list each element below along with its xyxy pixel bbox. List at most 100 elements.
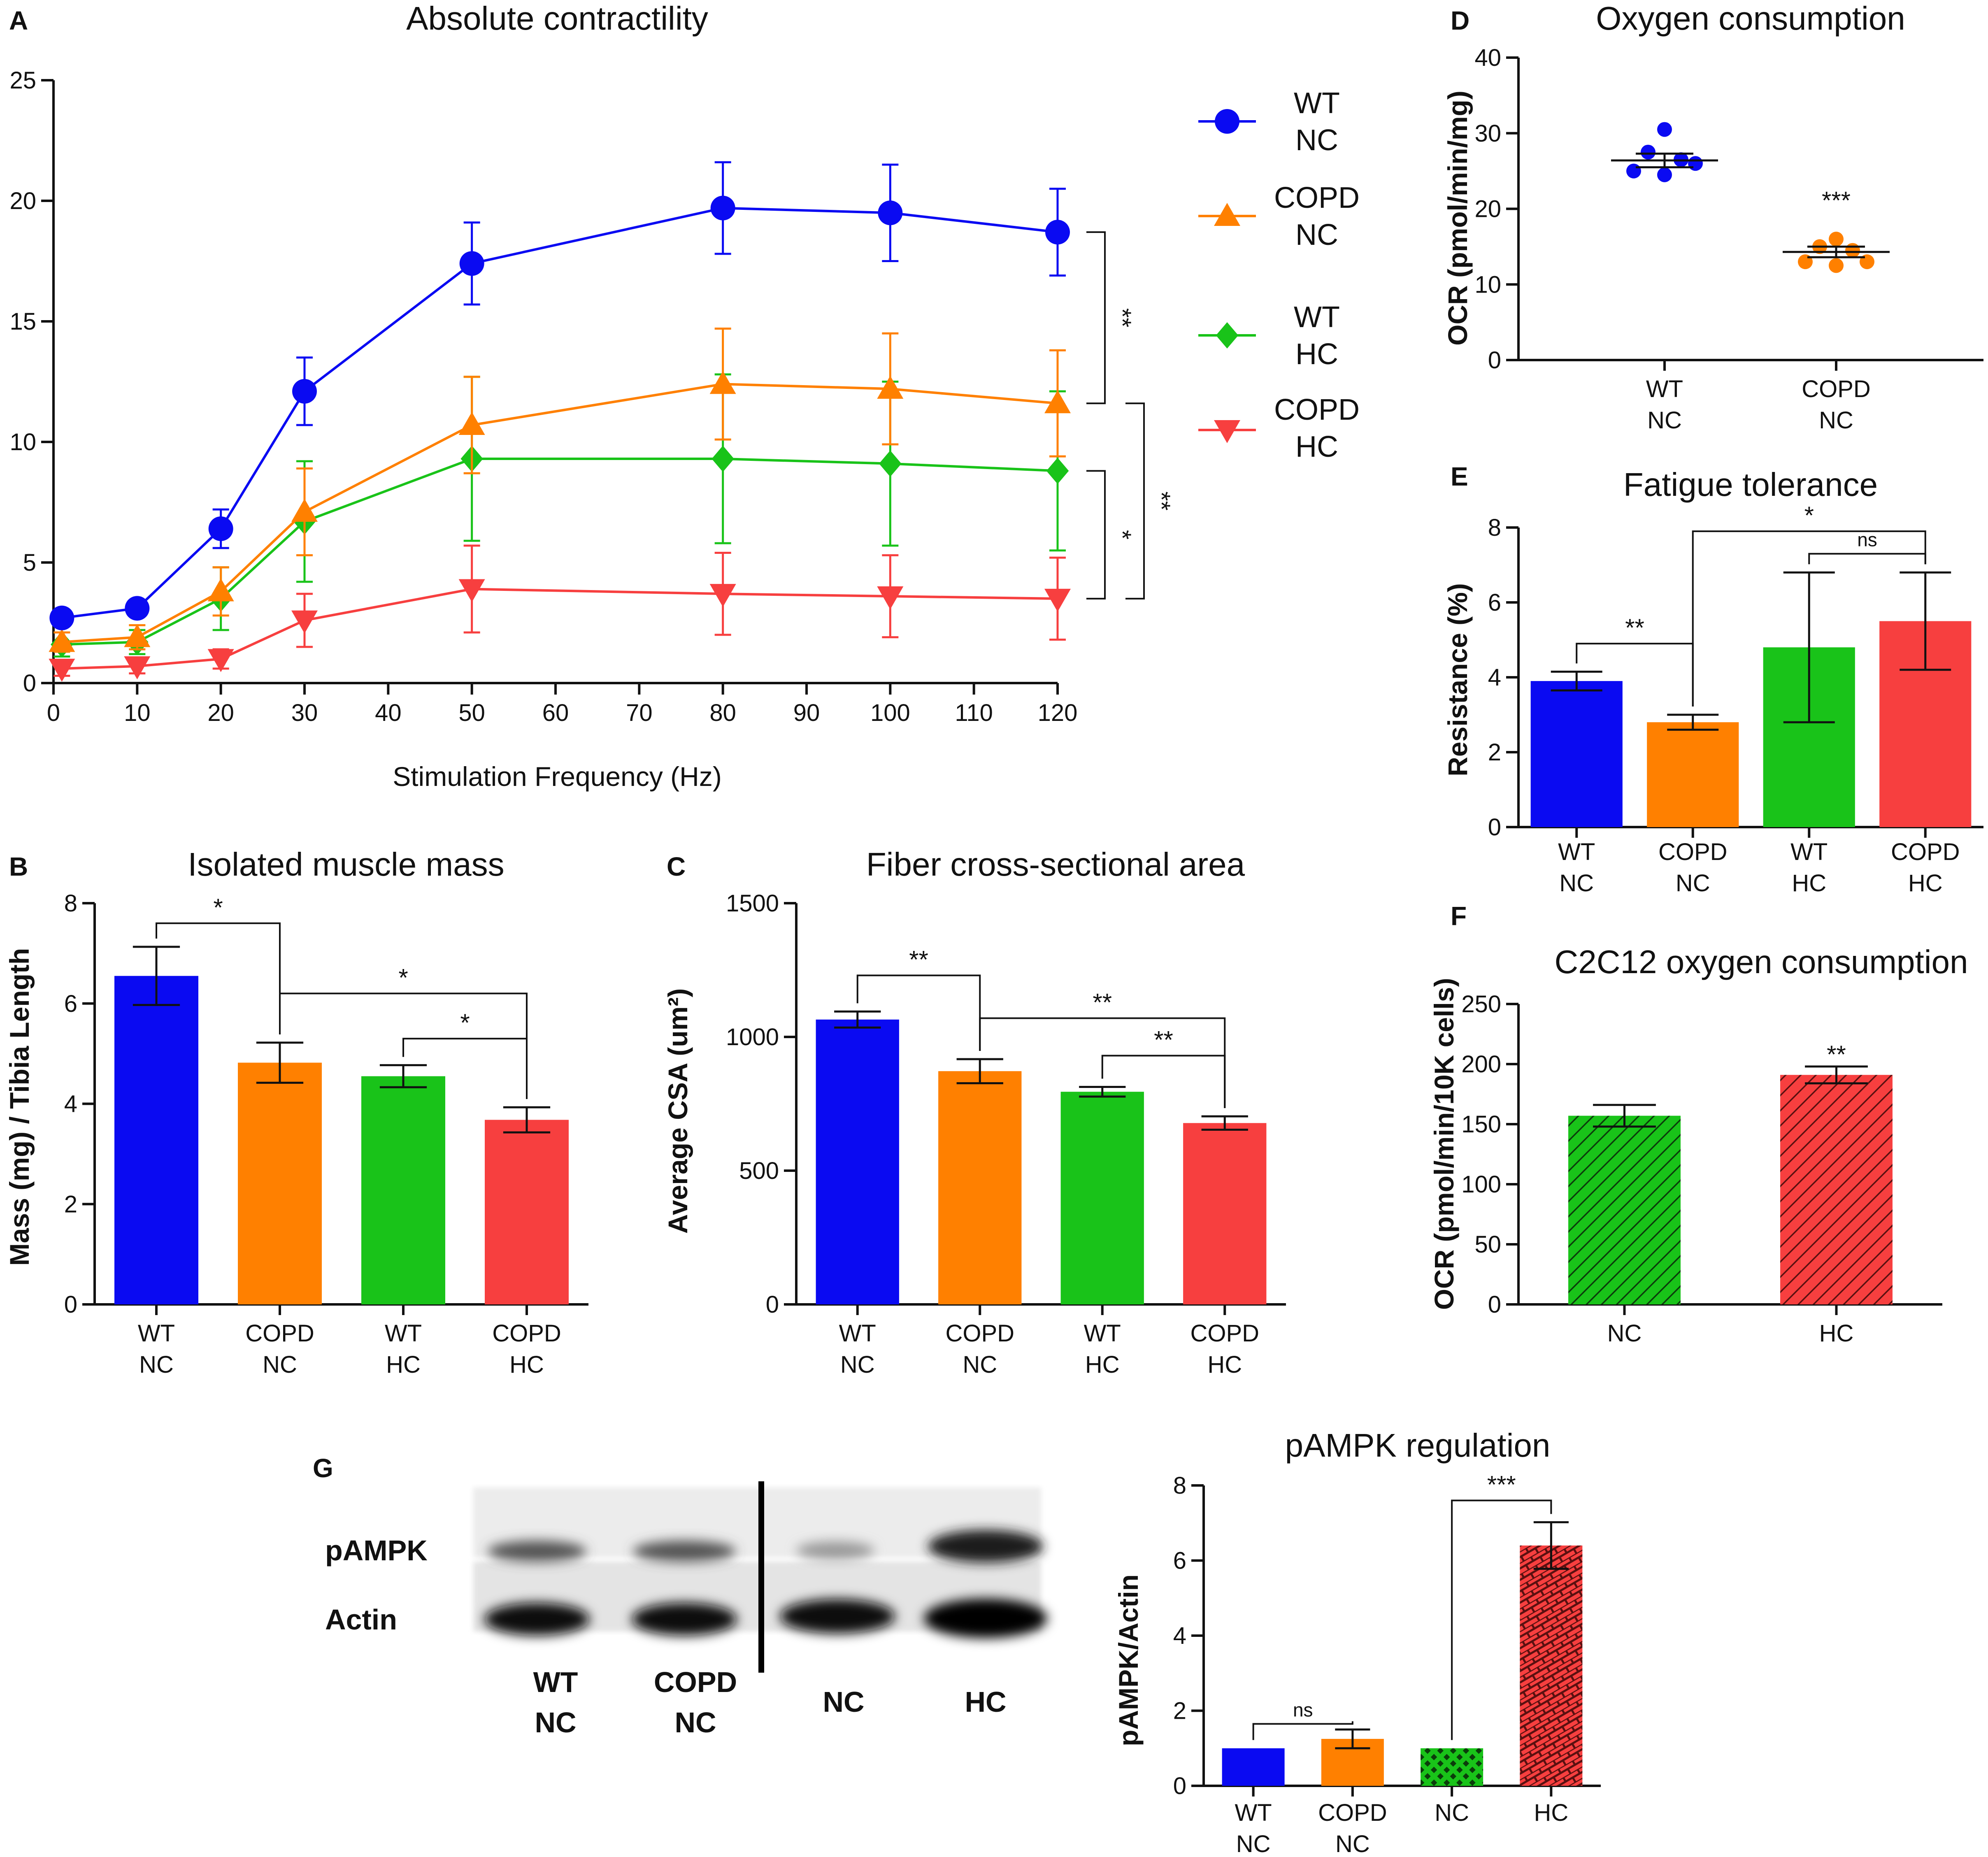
legend-item-copd-nc: COPD NC xyxy=(1198,181,1360,251)
blot-lane-nc: NC xyxy=(823,1686,864,1718)
panel-g-category-label: HC xyxy=(1534,1799,1568,1826)
panel-f-y-tick-label: 250 xyxy=(1461,991,1501,1018)
panel-a-line-copd_hc xyxy=(62,588,1058,670)
legend-copd-hc-line2: HC xyxy=(1295,430,1338,463)
panel-a-point-copd_hc xyxy=(458,579,485,602)
panel-a-point-copd_nc xyxy=(458,411,485,435)
panel-c-significance-label: ** xyxy=(1154,1026,1173,1054)
blot-row-label-actin: Actin xyxy=(325,1604,397,1636)
legend-copd-nc-line1: COPD xyxy=(1274,181,1360,214)
panel-b-y-tick-label: 0 xyxy=(64,1291,77,1318)
panel-g-bar xyxy=(1421,1748,1483,1786)
panel-b-category-label: WT xyxy=(138,1320,175,1347)
band-pampk-hc xyxy=(928,1530,1043,1563)
panel-a-point-wt_nc xyxy=(125,596,150,621)
panel-a-point-wt_nc xyxy=(710,195,735,221)
panel-a-x-tick-label: 0 xyxy=(47,700,60,726)
panel-a-point-wt_nc xyxy=(459,251,484,276)
panel-d-category-label: COPD xyxy=(1802,376,1871,402)
panel-g-category-label: NC xyxy=(1236,1831,1271,1857)
panel-f-bar xyxy=(1780,1075,1893,1304)
panel-g-category-label: NC xyxy=(1335,1831,1370,1857)
panel-c-category-label: HC xyxy=(1207,1351,1242,1378)
legend-copd-nc-line2: NC xyxy=(1295,218,1338,251)
legend-copd-hc-line1: COPD xyxy=(1274,393,1360,426)
panel-f-significance-label: ** xyxy=(1827,1041,1846,1068)
panel-c-plot-area: 0 500 1000 1500 WT NC COPD NC WT HC COPD HC ** ** ** xyxy=(726,890,1286,1378)
panel-g-significance-label: ns xyxy=(1293,1699,1313,1720)
panel-e-y-tick-label: 6 xyxy=(1488,589,1501,616)
panel-g-y-tick-label: 4 xyxy=(1173,1622,1186,1649)
panel-b-plot-area: 0 2 4 6 8 WT NC COPD NC WT HC COPD HC * * * xyxy=(64,890,588,1378)
panel-d-point xyxy=(1829,258,1844,273)
panel-g-category-label: NC xyxy=(1435,1799,1469,1826)
panel-e-title: Fatigue tolerance xyxy=(1623,466,1878,503)
panel-b-y-axis-label: Mass (mg) / Tibia Length xyxy=(4,948,35,1266)
panel-f-y-tick-label: 0 xyxy=(1488,1291,1501,1318)
panel-b-y-tick-label: 2 xyxy=(64,1191,77,1218)
panel-letter-f: F xyxy=(1451,901,1467,931)
panel-c-bar xyxy=(938,1071,1022,1304)
panel-e-y-tick-label: 4 xyxy=(1488,664,1501,691)
panel-d-y-tick-label: 0 xyxy=(1488,347,1501,374)
panel-e-y-tick-label: 2 xyxy=(1488,739,1501,766)
panel-a-point-copd_hc xyxy=(291,610,318,634)
legend-marker-wt_hc xyxy=(1216,322,1239,349)
panel-g-y-axis-label: pAMPK/Actin xyxy=(1113,1574,1144,1746)
panel-a-point-copd_hc xyxy=(124,656,151,679)
panel-a-x-axis-label: Stimulation Frequency (Hz) xyxy=(393,761,722,792)
panel-a-x-tick-label: 110 xyxy=(955,700,993,726)
panel-b-significance-label: * xyxy=(213,894,223,921)
panel-a-line-wt_nc xyxy=(61,207,1058,619)
panel-a-x-tick-label: 50 xyxy=(458,700,485,726)
panel-b-bar-chart: Isolated muscle mass Mass (mg) / Tibia L… xyxy=(4,846,588,1378)
panel-a-title: Absolute contractility xyxy=(406,0,708,37)
panel-a-x-tick-label: 70 xyxy=(626,700,653,726)
panel-b-significance-bracket xyxy=(402,1038,528,1099)
panel-a-significance-label: ** xyxy=(1109,308,1136,328)
panel-b-category-label: HC xyxy=(386,1351,421,1378)
panel-g-bar-chart: pAMPK regulation pAMPK/Actin 0 2 4 6 8 WT NC CO… xyxy=(1113,1427,1601,1857)
panel-c-significance-bracket xyxy=(1101,1055,1226,1109)
panel-e-significance-label: * xyxy=(1804,502,1814,529)
blot-lane-copd-nc-line2: NC xyxy=(674,1706,716,1738)
band-actin-wt-nc xyxy=(484,1603,590,1636)
panel-e-significance-bracket xyxy=(1692,530,1926,707)
panel-e-category-label: WT xyxy=(1790,839,1828,865)
panel-e-y-axis-label: Resistance (%) xyxy=(1442,583,1473,776)
panel-c-category-label: COPD xyxy=(945,1320,1014,1347)
legend-marker-wt_nc xyxy=(1215,109,1239,134)
panel-letter-e: E xyxy=(1451,462,1468,491)
panel-a-point-wt_hc xyxy=(879,450,902,477)
panel-c-bar xyxy=(816,1019,899,1304)
panel-g-significance-bracket xyxy=(1252,1721,1353,1740)
panel-a-point-copd_nc xyxy=(709,371,736,394)
panel-a-line-wt_hc xyxy=(62,458,1058,646)
panel-d-point xyxy=(1688,156,1703,171)
band-pampk-nc xyxy=(796,1541,874,1560)
panel-a-point-wt_nc xyxy=(878,200,903,225)
panel-a-series-wt_nc xyxy=(49,161,1070,630)
panel-e-category-label: HC xyxy=(1792,870,1826,897)
panel-a-point-copd_nc xyxy=(1044,390,1071,414)
panel-e-category-label: NC xyxy=(1559,870,1594,897)
panel-d-title: Oxygen consumption xyxy=(1596,0,1905,37)
blot-lane-wt-nc-line2: NC xyxy=(535,1706,576,1738)
blot-divider xyxy=(758,1481,764,1673)
panel-d-point xyxy=(1657,122,1672,137)
panel-b-y-tick-label: 8 xyxy=(64,890,77,917)
panel-g-y-tick-label: 6 xyxy=(1173,1548,1186,1574)
panel-a-point-copd_nc xyxy=(124,624,151,647)
panel-a-point-copd_hc xyxy=(709,584,736,607)
blot-row-label-pampk: pAMPK xyxy=(325,1534,428,1566)
panel-a-x-tick-label: 40 xyxy=(375,700,402,726)
panel-a-x-tick-label: 10 xyxy=(124,700,151,726)
panel-g-category-label: WT xyxy=(1235,1799,1272,1826)
blot-lane-copd-nc-line1: COPD xyxy=(654,1666,737,1698)
panel-b-bar xyxy=(485,1120,569,1304)
panel-c-y-tick-label: 1000 xyxy=(726,1024,779,1051)
panel-a-x-tick-label: 30 xyxy=(291,700,318,726)
panel-c-significance-label: ** xyxy=(1093,989,1112,1016)
panel-g-bar xyxy=(1520,1546,1583,1786)
panel-a-point-copd_hc xyxy=(207,649,234,672)
